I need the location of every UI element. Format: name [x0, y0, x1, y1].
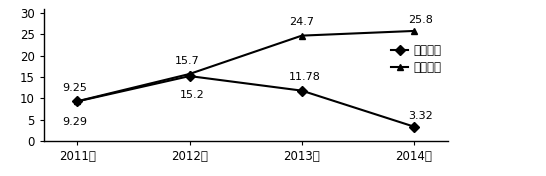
Line: 试验样地: 试验样地: [74, 73, 418, 130]
Text: 15.7: 15.7: [174, 56, 199, 66]
试验样地: [411, 126, 417, 128]
Text: 9.29: 9.29: [62, 117, 87, 127]
试验样地: [74, 100, 81, 102]
Text: 3.32: 3.32: [408, 111, 434, 121]
试验样地: [186, 75, 193, 77]
Line: 对照样地: 对照样地: [74, 27, 418, 105]
Text: 25.8: 25.8: [408, 15, 434, 25]
对照样地: [186, 73, 193, 75]
Text: 11.78: 11.78: [289, 72, 321, 82]
Text: 9.25: 9.25: [62, 83, 87, 93]
对照样地: [74, 100, 81, 102]
对照样地: [299, 34, 305, 37]
Text: 24.7: 24.7: [289, 17, 314, 27]
试验样地: [299, 90, 305, 92]
Legend: 试验样地, 对照样地: 试验样地, 对照样地: [386, 39, 446, 78]
Text: 15.2: 15.2: [180, 90, 205, 100]
对照样地: [411, 30, 417, 32]
